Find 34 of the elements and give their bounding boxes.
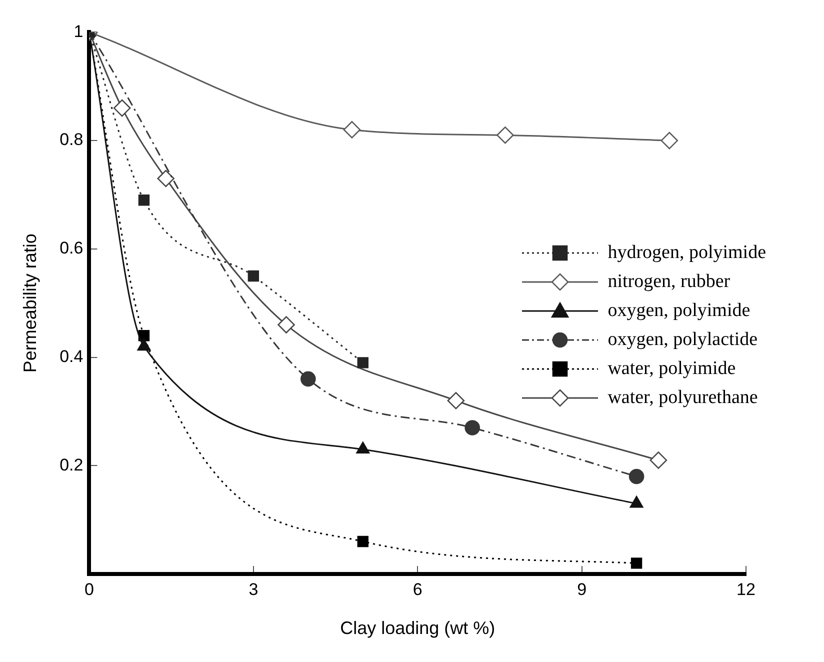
point: [278, 316, 295, 334]
y-tick-label: 0.4: [60, 346, 84, 366]
legend-label: nitrogen, rubber: [608, 270, 730, 294]
y-axis-title: Permeability ratio: [20, 234, 40, 373]
y-tick-label: 0.6: [60, 238, 84, 258]
legend-label: oxygen, polylactide: [608, 328, 758, 352]
x-axis-title: Clay loading (wt %): [340, 618, 496, 638]
x-tick-label: 6: [412, 580, 422, 599]
point: [138, 194, 150, 206]
legend-label: water, polyurethane: [608, 386, 758, 410]
point: [343, 121, 361, 138]
y-tick-label: 0.2: [60, 455, 84, 474]
point: [447, 392, 465, 410]
point: [630, 558, 642, 569]
point: [113, 99, 131, 117]
legend-label: oxygen, polyimide: [608, 299, 750, 323]
point: [660, 132, 678, 150]
x-tick-label: 0: [84, 580, 94, 599]
legend-label: water, polyimide: [608, 357, 736, 381]
point: [357, 357, 368, 368]
point: [157, 170, 175, 188]
point: [300, 371, 316, 387]
point: [248, 270, 260, 282]
x-tick-label: 12: [736, 580, 756, 599]
x-tick-label: 9: [577, 580, 587, 599]
point: [628, 468, 644, 484]
point: [357, 536, 368, 548]
x-tick-label: 3: [248, 580, 258, 599]
y-tick-label: 1: [74, 22, 84, 41]
legend-label: hydrogen, polyimide: [608, 241, 766, 265]
point: [496, 126, 514, 144]
point: [464, 420, 480, 436]
y-tick-label: 0.8: [60, 130, 84, 150]
point: [650, 452, 668, 469]
